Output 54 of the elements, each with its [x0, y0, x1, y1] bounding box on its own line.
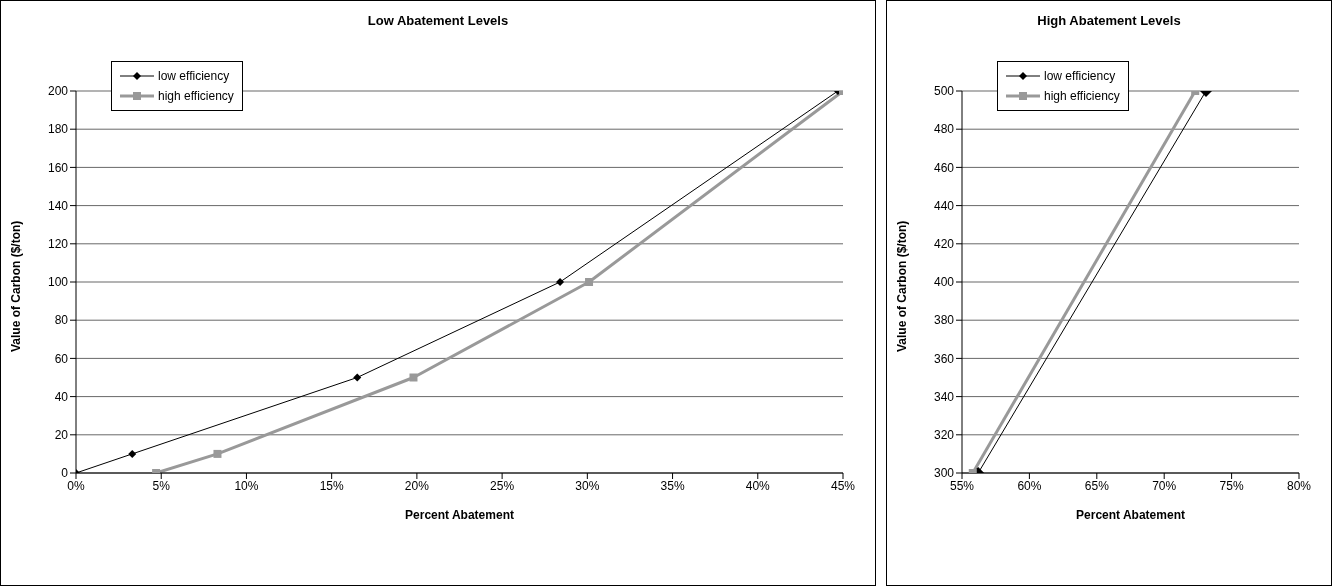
- y-tick-label: 180: [47, 122, 69, 137]
- y-tick-label: 340: [933, 389, 955, 404]
- y-tick-label: 140: [47, 198, 69, 213]
- y-tick-label: 100: [47, 275, 69, 290]
- x-tick-label: 65%: [1084, 478, 1110, 493]
- x-tick-label: 80%: [1286, 478, 1312, 493]
- point: [353, 373, 362, 382]
- legend-label: low efficiency: [158, 69, 230, 83]
- point: [556, 278, 565, 286]
- y-tick-label: 440: [933, 198, 955, 213]
- y-tick-label: 500: [933, 84, 955, 99]
- y-tick-label: 120: [47, 237, 69, 252]
- y-tick-label: 400: [933, 275, 955, 290]
- x-axis-title: Percent Abatement: [405, 508, 514, 522]
- x-axis-title: Percent Abatement: [1076, 508, 1185, 522]
- y-tick-label: 420: [933, 237, 955, 252]
- y-tick-label: 0: [61, 466, 69, 481]
- x-tick-label: 5%: [152, 478, 171, 493]
- y-axis-title: Value of Carbon ($/ton): [895, 220, 910, 352]
- legend-label: high efficiency: [1044, 89, 1120, 103]
- point: [585, 278, 594, 286]
- legend-label: high efficiency: [158, 89, 234, 103]
- x-tick-label: 15%: [319, 478, 344, 493]
- x-tick-label: 45%: [830, 478, 856, 493]
- y-tick-label: 320: [933, 428, 955, 443]
- y-tick-label: 200: [47, 84, 69, 99]
- x-tick-label: 40%: [745, 478, 771, 493]
- chart-title: Low Abatement Levels: [366, 13, 510, 28]
- y-tick-label: 60: [54, 351, 69, 366]
- y-tick-label: 300: [933, 466, 955, 481]
- y-tick-label: 160: [47, 160, 69, 175]
- x-tick-label: 35%: [660, 478, 685, 493]
- y-tick-label: 380: [933, 313, 955, 328]
- point: [409, 373, 418, 382]
- y-tick-label: 80: [54, 313, 69, 328]
- y-tick-label: 480: [933, 122, 955, 137]
- x-tick-label: 55%: [949, 478, 975, 493]
- legend-label: low efficiency: [1044, 69, 1116, 83]
- x-tick-label: 20%: [404, 478, 430, 493]
- y-tick-label: 40: [54, 389, 69, 404]
- x-tick-label: 75%: [1219, 478, 1244, 493]
- chart-title: High Abatement Levels: [1036, 13, 1182, 28]
- point: [213, 449, 222, 458]
- x-tick-label: 10%: [234, 478, 259, 493]
- x-tick-label: 0%: [67, 478, 85, 493]
- y-tick-label: 20: [54, 428, 69, 443]
- y-axis-title: Value of Carbon ($/ton): [9, 220, 24, 352]
- y-tick-label: 360: [933, 351, 955, 366]
- y-tick-label: 460: [933, 160, 955, 175]
- point: [128, 449, 137, 458]
- x-tick-label: 25%: [490, 478, 515, 493]
- x-tick-label: 30%: [575, 478, 600, 493]
- x-tick-label: 60%: [1017, 478, 1042, 493]
- x-tick-label: 70%: [1152, 478, 1177, 493]
